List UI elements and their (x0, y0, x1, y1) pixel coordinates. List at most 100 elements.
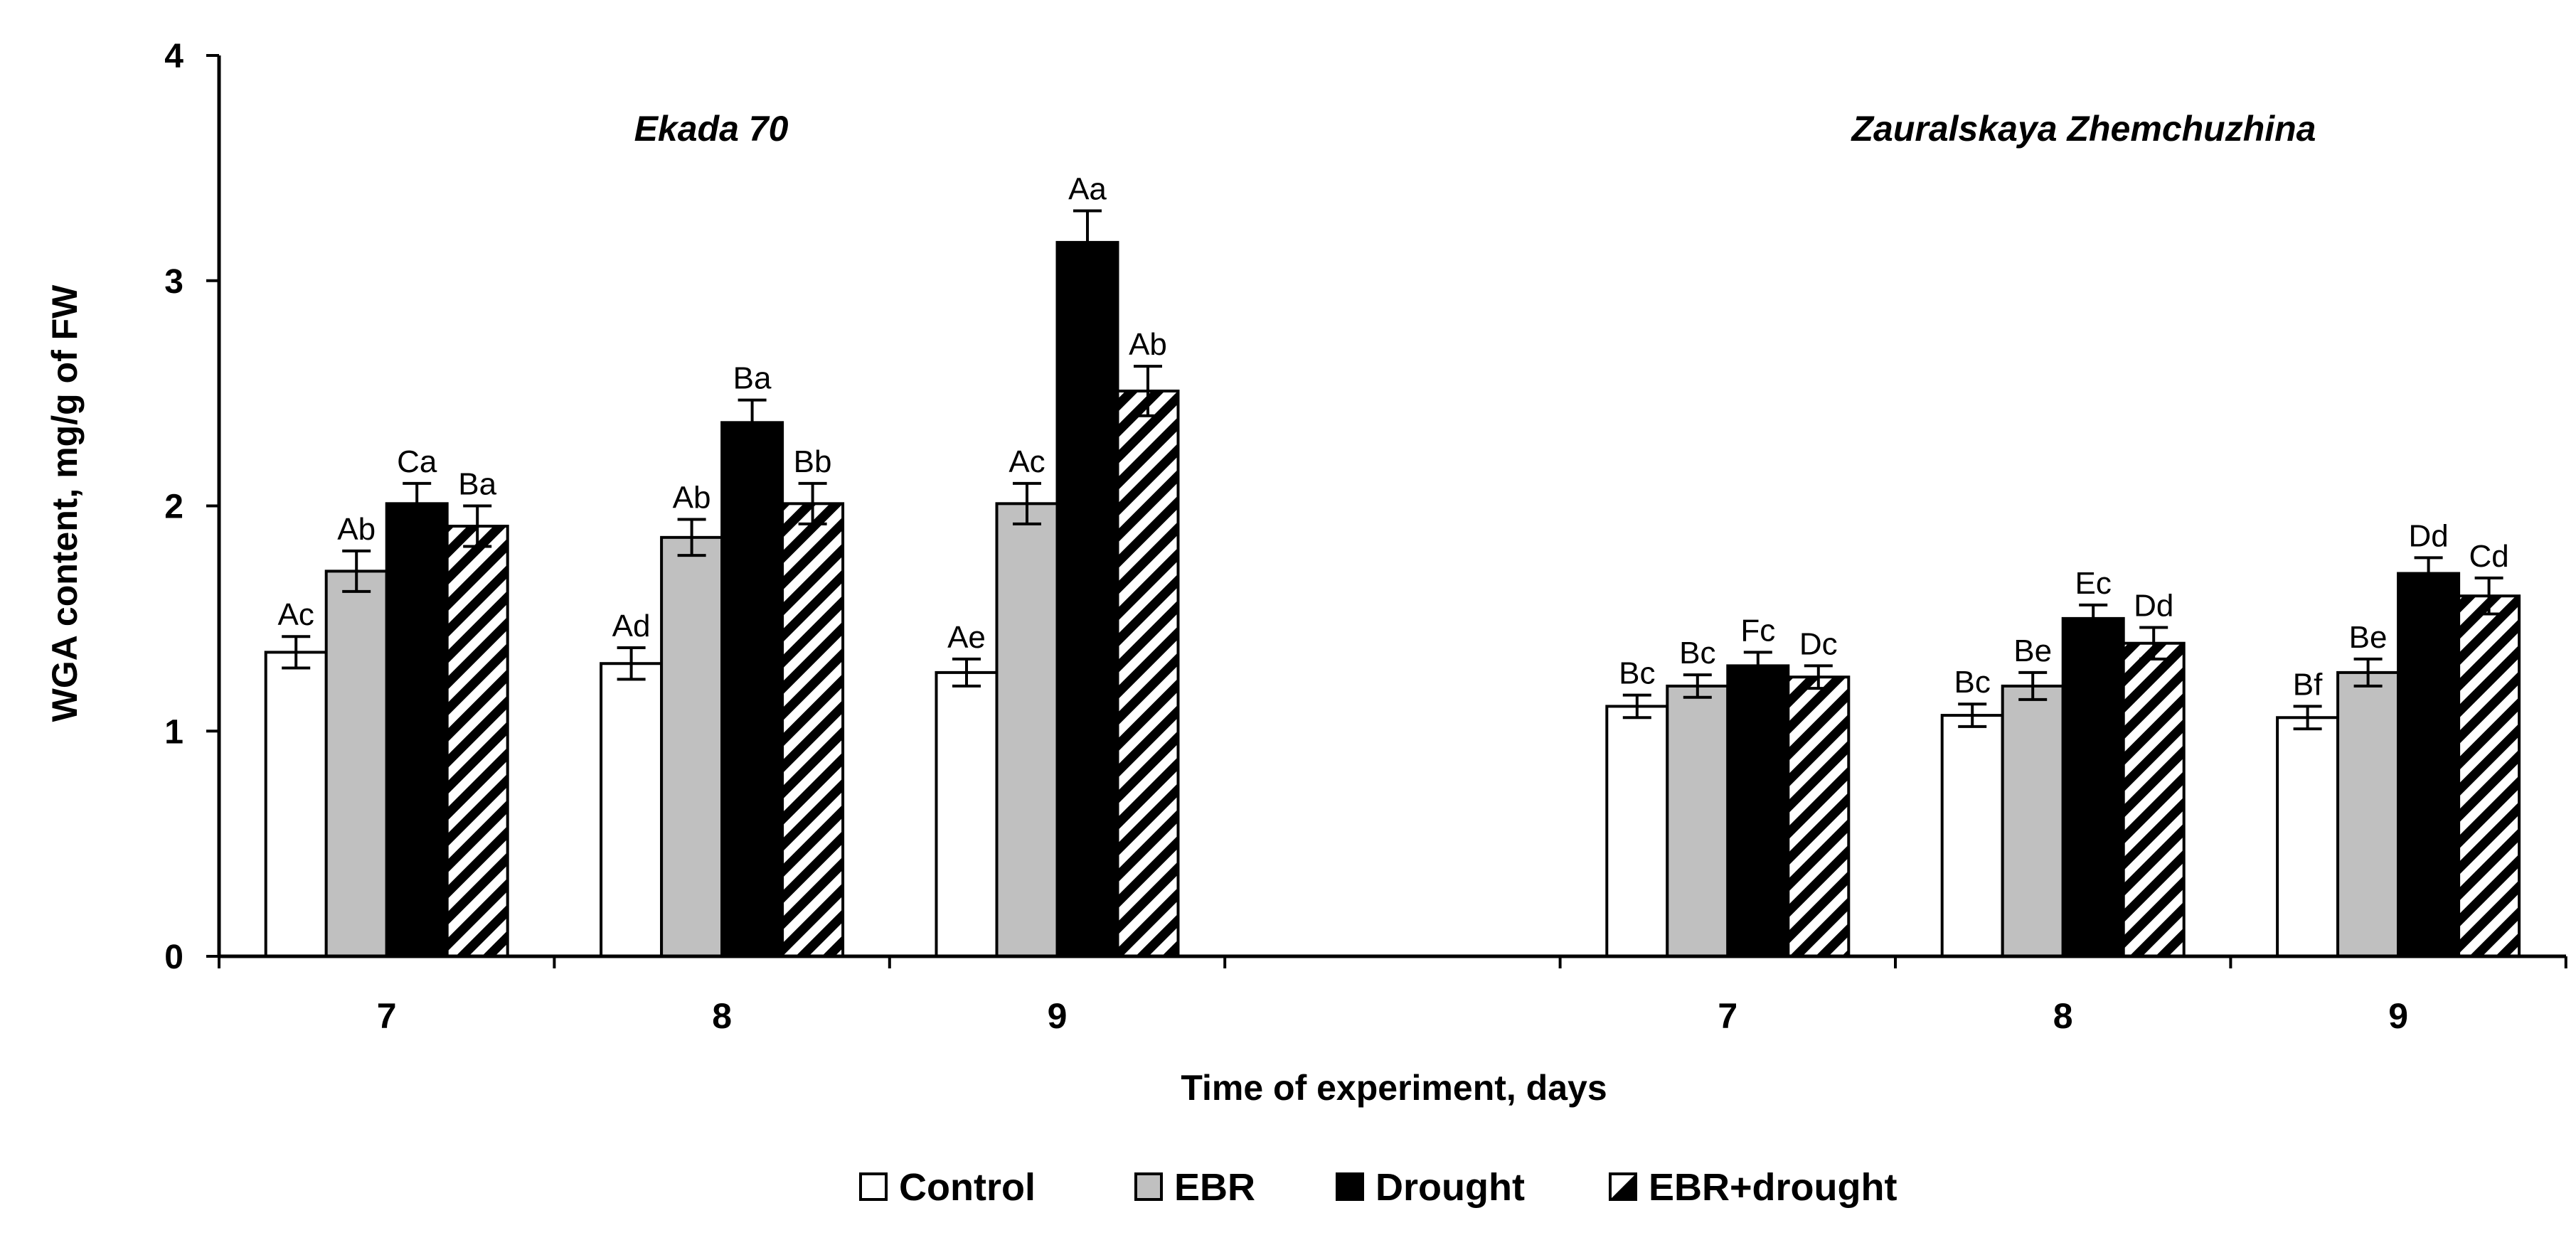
x-tick-label: 8 (712, 996, 732, 1036)
y-tick-label: 4 (164, 38, 183, 75)
error-bar (2414, 556, 2443, 591)
bar-ekada-70-day8-ebr-drought (781, 502, 845, 958)
legend-label-control: Control (899, 1166, 1036, 1209)
error-bar (1804, 664, 1833, 690)
y-axis: 0 1 2 3 4 (164, 38, 219, 976)
bar-zauralskaya-zhemchuzhina-day8-ebr-drought (2122, 641, 2186, 958)
bar-zauralskaya-zhemchuzhina-day8-drought (2061, 616, 2125, 958)
y-tick-label: 1 (164, 713, 183, 751)
x-axis: 7 8 9 7 8 9 (218, 956, 2567, 1036)
group-label-ekada-70: Ekada 70 (634, 109, 789, 149)
bar-ekada-70-day7-drought (385, 502, 449, 958)
error-bar (1683, 673, 1712, 699)
bar-ekada-70-day7-control (264, 651, 328, 958)
bar-zauralskaya-zhemchuzhina-day7-ebr-drought (1787, 675, 1851, 958)
error-bar (1622, 693, 1651, 720)
legend: Control EBR Drought EBR+drought (859, 1166, 1897, 1209)
bar-significance-label: Fc (1740, 613, 1775, 648)
legend-label-ebr-drought: EBR+drought (1649, 1166, 1897, 1209)
error-bar (1134, 365, 1162, 417)
bar-zauralskaya-zhemchuzhina-day7-ebr (1666, 684, 1730, 958)
y-tick-label: 2 (164, 488, 183, 526)
x-tick-label: 9 (2388, 996, 2408, 1036)
error-bar (738, 398, 767, 447)
bar-significance-label: Ca (397, 444, 437, 479)
bar-ekada-70-day8-ebr (660, 535, 724, 958)
legend-label-ebr: EBR (1174, 1166, 1255, 1209)
error-bar (463, 504, 492, 548)
error-bar (2353, 657, 2383, 688)
error-bar (2018, 670, 2048, 701)
bar-ekada-70-day9-drought (1055, 240, 1119, 958)
bar-significance-label: Ba (458, 467, 496, 502)
bar-significance-label: Ac (278, 597, 314, 632)
bar-zauralskaya-zhemchuzhina-day7-control (1605, 705, 1669, 958)
bar-significance-label: Bc (1619, 656, 1655, 691)
legend-swatch-drought (1336, 1172, 1364, 1201)
bar-significance-label: Ae (947, 620, 986, 655)
legend-swatch-ebr (1134, 1172, 1163, 1201)
bar-significance-label: Ec (2075, 566, 2112, 601)
bar-significance-label: Bb (794, 444, 832, 479)
error-bar (617, 646, 646, 681)
bar-zauralskaya-zhemchuzhina-day9-drought (2397, 572, 2461, 958)
error-bar (2293, 705, 2322, 731)
bar-significance-label: Ba (733, 361, 772, 396)
error-bar (1743, 651, 1772, 681)
error-bar (798, 481, 827, 525)
bar-ekada-70-day9-control (935, 670, 999, 958)
bar-zauralskaya-zhemchuzhina-day9-ebr-drought (2457, 594, 2521, 958)
bar-significance-label: Bc (1954, 665, 1991, 700)
x-axis-title: Time of experiment, days (1181, 1068, 1607, 1108)
bar-ekada-70-day7-ebr (324, 570, 388, 958)
error-bar (2139, 626, 2168, 661)
bar-significance-label: Ad (612, 609, 651, 643)
bar-significance-label: Be (2349, 620, 2388, 655)
bar-significance-label: Bf (2293, 667, 2323, 702)
bar-significance-label: Ab (1129, 327, 1167, 362)
legend-swatch-ebr-drought (1609, 1172, 1637, 1201)
bar-zauralskaya-zhemchuzhina-day8-control (1940, 714, 2004, 958)
bar-zauralskaya-zhemchuzhina-day9-control (2276, 716, 2340, 958)
y-tick-label: 0 (164, 939, 183, 976)
bar-significance-label: Bc (1679, 636, 1715, 670)
x-tick-label: 7 (1718, 996, 1737, 1036)
y-axis-title: WGA content, mg/g of FW (45, 284, 85, 722)
x-tick-label: 8 (2053, 996, 2073, 1036)
error-bar (1013, 481, 1041, 525)
x-tick-label: 7 (377, 996, 397, 1036)
bar-significance-label: Be (2013, 634, 2052, 668)
bar-ekada-70-day8-control (600, 662, 664, 958)
bar-significance-label: Ab (337, 512, 376, 547)
bar-significance-label: Cd (2469, 539, 2508, 574)
group-label-zauralskaya-zhemchuzhina: Zauralskaya Zhemchuzhina (1850, 109, 2316, 149)
bar-significance-label: Aa (1068, 172, 1107, 207)
error-bar (2079, 603, 2108, 634)
error-bar (342, 549, 371, 593)
bar-zauralskaya-zhemchuzhina-day8-ebr (2001, 684, 2065, 958)
x-tick-label: 9 (1048, 996, 1068, 1036)
legend-swatch-control (859, 1172, 888, 1201)
bar-significance-label: Dd (2134, 589, 2173, 624)
error-bar (1958, 702, 1987, 728)
bar-significance-label: Dc (1799, 626, 1838, 661)
bar-zauralskaya-zhemchuzhina-day9-ebr (2336, 670, 2400, 958)
error-bar (1073, 209, 1102, 276)
bar-zauralskaya-zhemchuzhina-day7-drought (1726, 664, 1790, 958)
bar-ekada-70-day8-drought (720, 421, 784, 958)
error-bar (677, 518, 706, 557)
bar-significance-label: Ab (673, 481, 711, 515)
error-bar (403, 481, 432, 525)
error-bar (952, 657, 981, 688)
legend-label-drought: Drought (1375, 1166, 1525, 1209)
bar-significance-label: Ac (1008, 444, 1045, 479)
bar-ekada-70-day9-ebr (995, 502, 1059, 958)
error-bar (282, 635, 311, 670)
y-tick-label: 3 (164, 263, 183, 301)
error-bar (2474, 576, 2503, 616)
bar-significance-label: Dd (2408, 518, 2448, 553)
bars-layer: Ac Ab Ca Ba Ad Ab Ba Bb Ae Ac Aa Ab Bc Bc Fc Dc Bc Be Ec Dd… (264, 172, 2521, 958)
bar-ekada-70-day7-ebr-drought (445, 525, 509, 958)
bar-ekada-70-day9-ebr-drought (1116, 389, 1180, 958)
